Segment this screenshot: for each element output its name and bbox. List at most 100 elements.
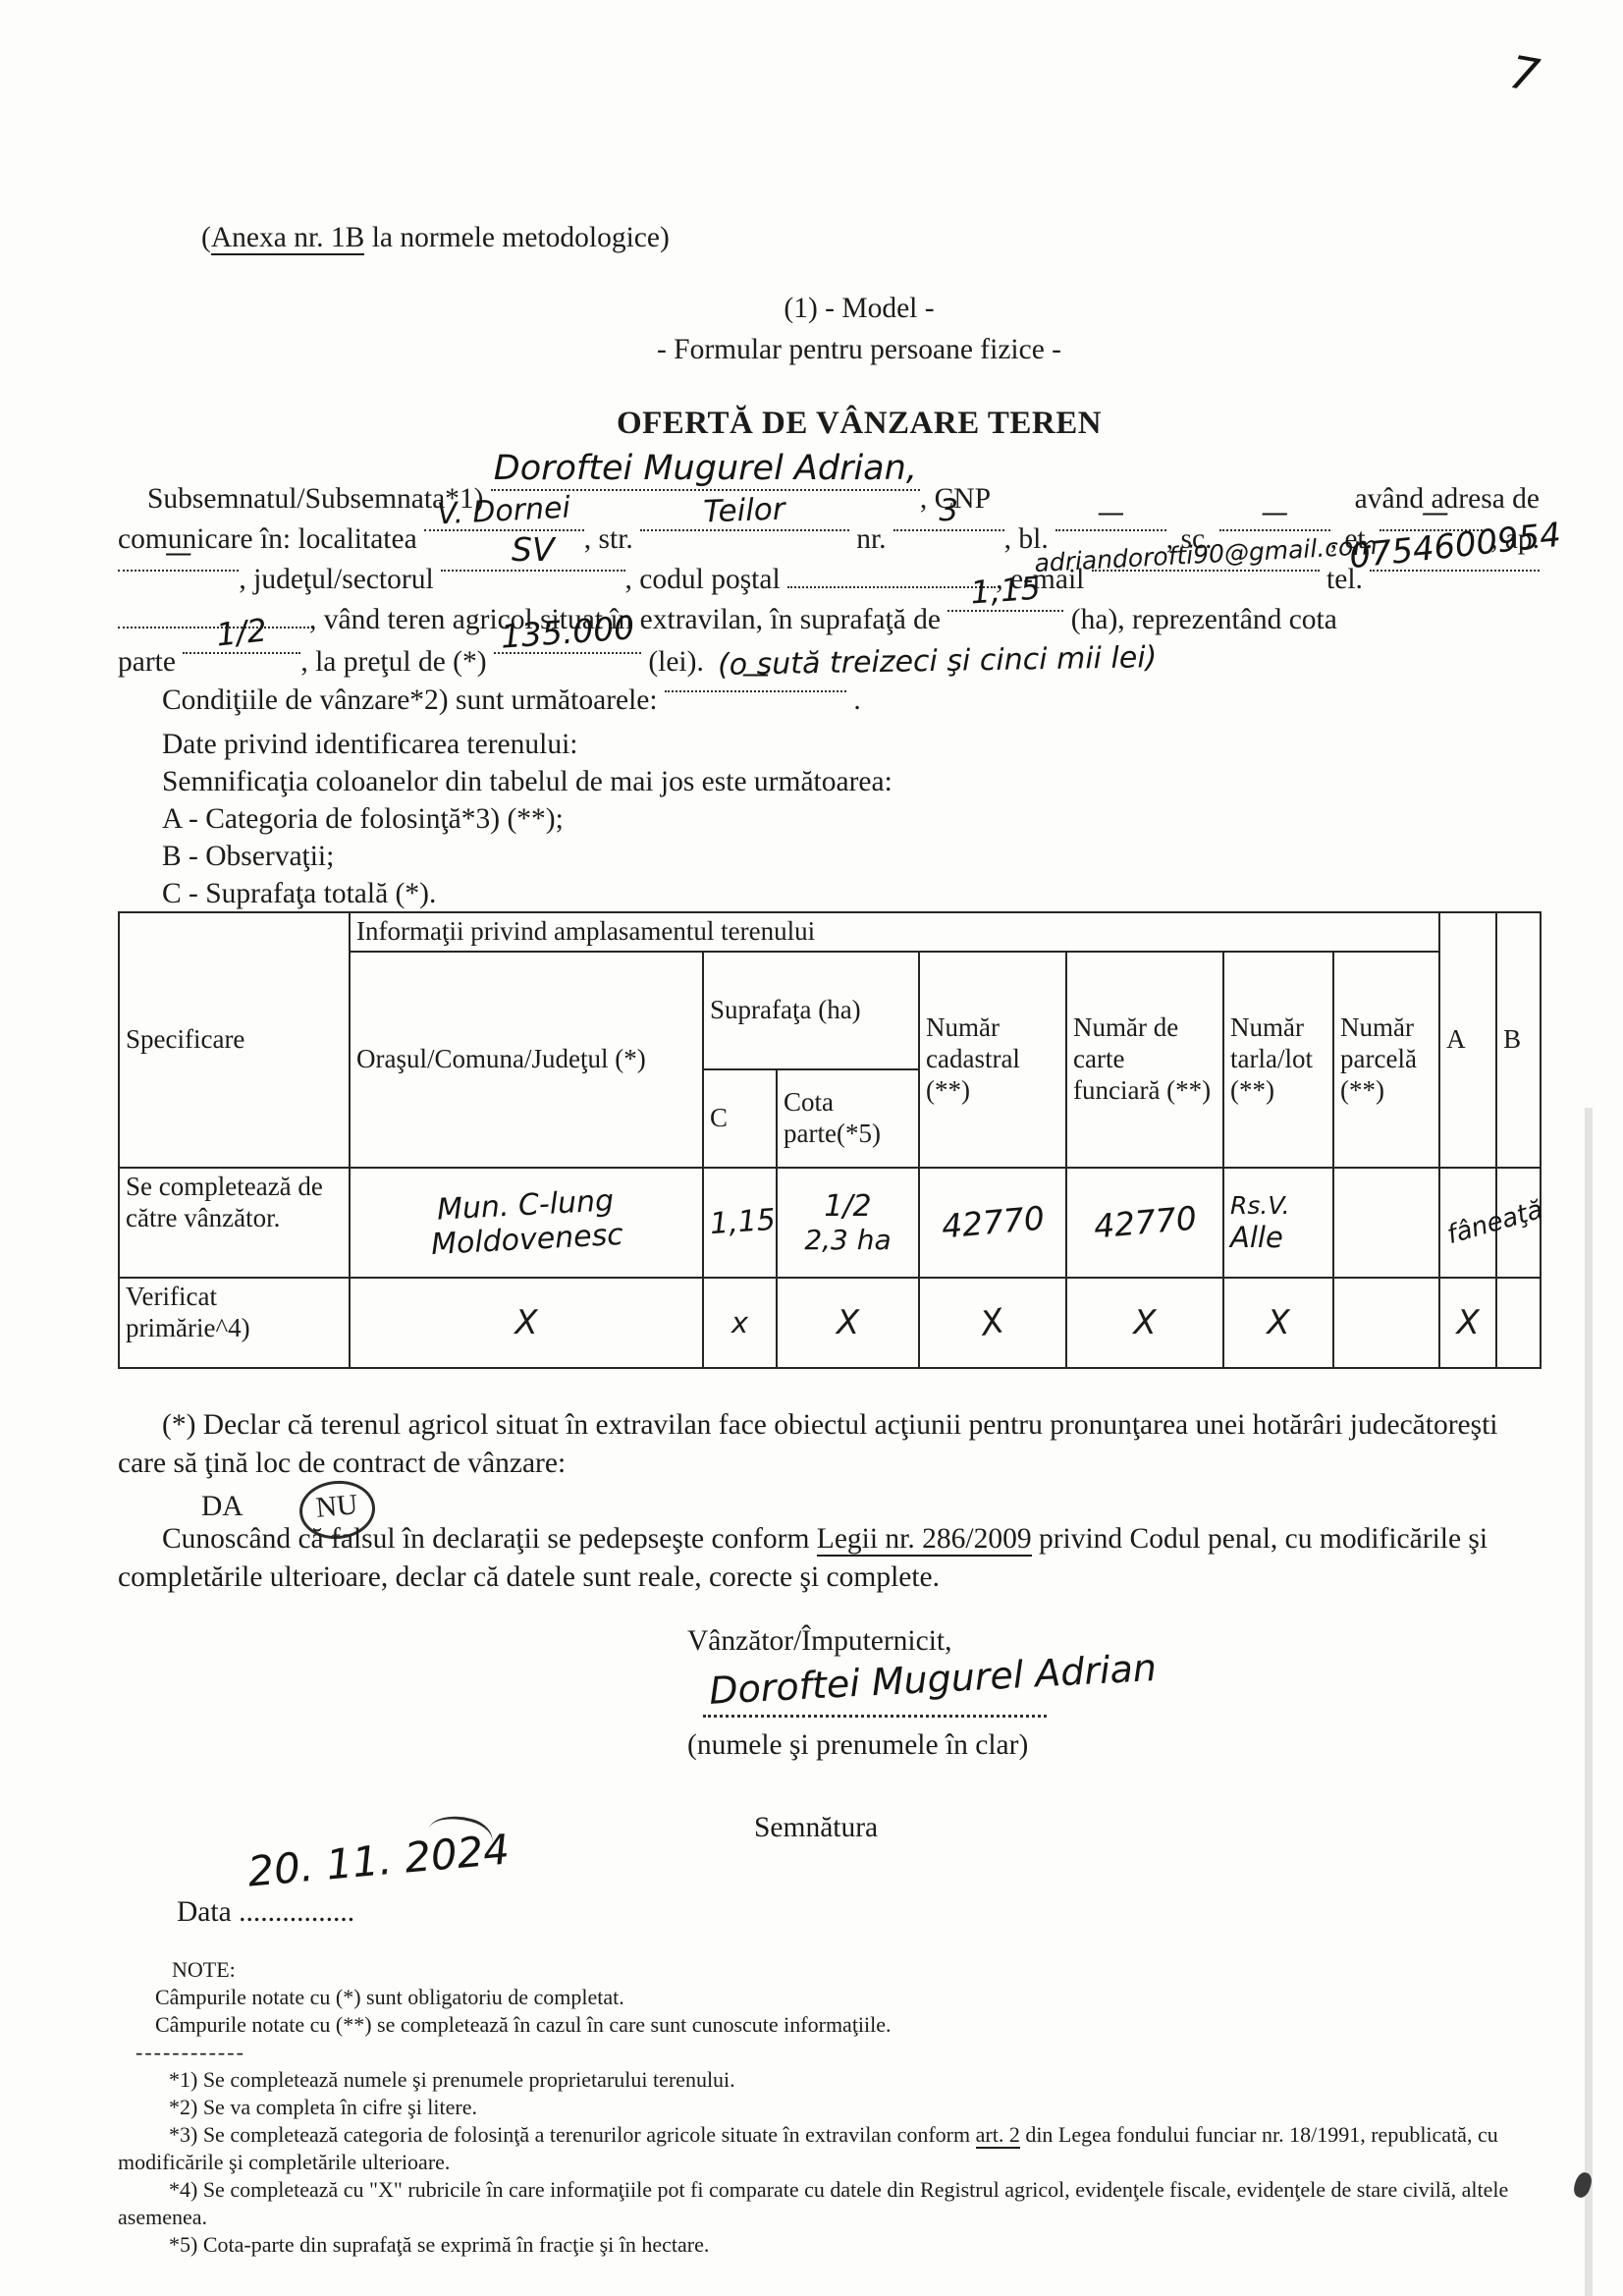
data-dots: ................	[239, 1896, 355, 1928]
hw-oras: Mun. C-lung Moldovenesc	[430, 1182, 624, 1263]
hw-ap: —	[164, 536, 192, 569]
footnote-5: *5) Cota-parte din suprafaţă se exprimă …	[169, 2232, 710, 2257]
hw-nr: 3	[939, 493, 959, 528]
label-localitatea: comunicare în: localitatea	[118, 523, 425, 555]
blank-judet: SV	[441, 530, 625, 572]
col-header-c: C	[702, 1068, 778, 1169]
hw-localitate: V. Dornei	[436, 490, 572, 532]
line-date-teren: Date privind identificarea terenului:	[162, 729, 578, 760]
label-sc: , sc.	[1165, 523, 1219, 555]
label-ha-cota: (ha), reprezentând cota	[1063, 604, 1337, 635]
footnote-2: *2) Se va completa în cifre şi litere.	[169, 2095, 477, 2119]
declaration-paragraph: (*) Declar că terenul agricol situat în …	[118, 1409, 1498, 1479]
intro-line-5: parte 1/2 , la preţul de (*) 135.000 (le…	[118, 608, 1540, 684]
hw-suprafata-totala: 1,15	[708, 1203, 777, 1242]
semnatura-label: Semnătura	[754, 1812, 879, 1843]
line-item-a: A - Categoria de folosinţă*3) (**);	[162, 803, 564, 835]
col-header-suprafata: Suprafaţa (ha)	[702, 951, 920, 1070]
table-subheader-row: C Cota parte(*5)	[119, 1068, 1541, 1169]
label-et: , et.	[1329, 523, 1380, 555]
label-parte: parte	[118, 646, 184, 678]
label-nr: nr.	[848, 523, 893, 555]
hw-cota-parte: 1/2	[214, 611, 269, 654]
penal-text-end: privind Codul penal, cu modificările şi …	[118, 1523, 1488, 1593]
hw-tarla-2: Alle	[1230, 1220, 1283, 1254]
x-mark-cota: X	[836, 1302, 860, 1342]
annex-note: (Anexa nr. 1B la normele metodologice)	[201, 222, 670, 255]
notes-separator: ------------	[135, 2040, 245, 2064]
row-label-vanzator: Se completează de către vânzător.	[118, 1167, 351, 1279]
col-header-cadastral: Număr cadastral (**)	[918, 951, 1067, 1169]
table-row-primarie: Verificat primărie^4) X x X X X X X	[118, 1277, 1542, 1369]
blank-cod-postal	[787, 580, 997, 588]
col-header-oras: Oraşul/Comuna/Judeţul (*)	[349, 951, 704, 1169]
check-cadastral: X	[918, 1277, 1067, 1369]
label-vand-teren: , vând teren agricol situat în extravila…	[309, 604, 948, 635]
cell-cadastral: 42770	[918, 1167, 1067, 1279]
x-mark-tarla: X	[1267, 1302, 1290, 1342]
signature-name-dots	[703, 1669, 1047, 1718]
scan-edge-shadow	[1585, 1108, 1593, 2296]
label-subsemnatul: Subsemnatul/Subsemnata*1)	[147, 483, 491, 515]
row-label-primarie: Verificat primărie^4)	[118, 1277, 351, 1369]
annex-rest: la normele metodologice)	[364, 222, 670, 253]
hw-judet: SV	[512, 530, 555, 569]
footnote-3-start: *3) Se completează categoria de folosinţ…	[169, 2122, 976, 2147]
hw-nume: Doroftei Mugurel Adrian,	[493, 449, 917, 488]
annex-underlined-text: Anexa nr. 1B	[210, 222, 365, 255]
blank-nume: Doroftei Mugurel Adrian,	[490, 449, 920, 491]
check-b	[1495, 1277, 1542, 1369]
footnote-3-end: din Legea fondului funciar nr. 18/1991, …	[118, 2122, 1498, 2174]
line-semnificatia: Semnificaţia coloanelor din tabelul de m…	[162, 766, 893, 797]
hw-suprafata: 1,15	[969, 569, 1043, 612]
footnote-4: *4) Se completează cu "X" rubricile în c…	[118, 2177, 1509, 2229]
cell-carte-funciara: 42770	[1065, 1167, 1224, 1279]
table-banner-row: Specificare Informaţii privind amplasame…	[118, 911, 1542, 1169]
notes-block: NOTE: Câmpurile notate cu (*) sunt oblig…	[118, 1956, 1586, 2259]
identification-list: Date privind identificarea terenului: Se…	[118, 729, 1540, 915]
line5-filler	[1157, 665, 1540, 671]
blank-suprafata: 1,15	[947, 570, 1064, 612]
legea-286-link: Legii nr. 286/2009	[816, 1523, 1032, 1557]
label-judet: , judeţul/sectorul	[239, 564, 442, 595]
blank-localitate: V. Dornei	[424, 490, 584, 532]
note-1: Câmpurile notate cu (*) sunt obligatoriu…	[155, 1985, 624, 2009]
intro-line-1: Subsemnatul/Subsemnata*1) Doroftei Mugur…	[118, 449, 1540, 523]
label-email: , e-mail	[996, 564, 1092, 595]
x-mark-carte: X	[1133, 1302, 1157, 1342]
cell-tarla: Rs.V. Alle	[1222, 1167, 1334, 1279]
check-parcela	[1331, 1277, 1441, 1369]
hw-conditii: —	[741, 657, 770, 689]
intro-line-6: Condiţiile de vânzare*2) sunt următoarel…	[118, 657, 1540, 725]
check-c: x	[702, 1277, 778, 1369]
blank-sc: —	[1218, 496, 1330, 531]
annex-open: (	[201, 222, 211, 253]
blank-email: adriandorofti90@gmail.com	[1033, 531, 1377, 577]
blank-nr: 3	[893, 493, 1004, 531]
check-a: X	[1438, 1277, 1498, 1369]
cell-suprafata-c: 1,15	[702, 1167, 778, 1279]
x-mark-a: X	[1456, 1302, 1480, 1342]
col-header-cota-parte: Cota parte(*5)	[776, 1068, 920, 1169]
col-header-tarla: Număr tarla/lot (**)	[1222, 951, 1334, 1169]
col-header-b: B	[1495, 911, 1542, 1169]
cell-parcela	[1331, 1167, 1441, 1279]
label-strada: , str.	[583, 523, 641, 555]
line-item-b: B - Observaţii;	[162, 841, 335, 872]
blank-et: —	[1380, 496, 1491, 531]
footnote-3: *3) Se completează categoria de folosinţ…	[118, 2121, 1586, 2176]
check-oras: X	[349, 1277, 704, 1369]
cell-cota-parte: 1/2 2,3 ha	[776, 1167, 920, 1279]
check-carte: X	[1065, 1277, 1224, 1369]
blank-strada: Teilor	[640, 492, 849, 531]
page-title: OFERTĂ DE VÂNZARE TEREN	[616, 406, 1103, 441]
hw-pret-litere: (o sută treizeci şi cinci mii lei)	[717, 640, 1158, 683]
hw-sc: —	[1261, 496, 1289, 528]
handwritten-page-number: 7	[1505, 44, 1543, 103]
label-conditii-punct: .	[845, 684, 861, 716]
hw-cota-hectare: 2,3 ha	[804, 1224, 892, 1257]
hw-bl: —	[1097, 496, 1125, 528]
footnote-1: *1) Se completează numele şi prenumele p…	[169, 2067, 735, 2092]
model-heading-line2: - Formular pentru persoane fizice -	[656, 334, 1061, 365]
